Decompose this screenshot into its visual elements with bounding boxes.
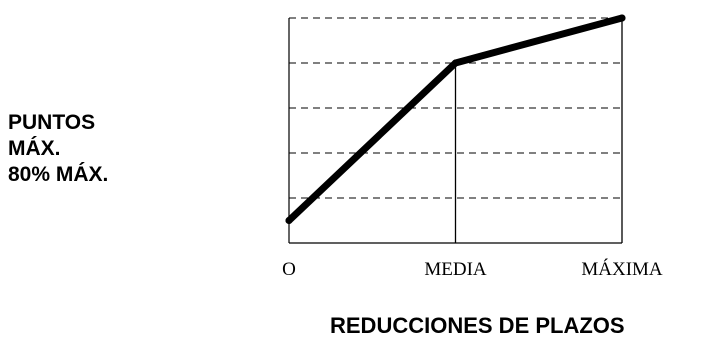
y-axis-label-line-2: MÁX. [8,137,61,160]
y-axis-label-line-3: 80% MÁX. [8,163,109,186]
x-tick-label: O [282,259,296,280]
y-axis-label: PUNTOS MÁX. 80% MÁX. [8,110,108,188]
grid-lines [289,17,622,199]
data-point [452,59,459,67]
x-tick-labels: O MEDIA MÁXIMA [282,258,663,280]
x-tick-label: MÁXIMA [581,258,663,280]
x-tick-label: MEDIA [424,259,487,280]
category-markers [454,18,623,243]
data-point [285,217,293,224]
x-axis-label: REDUCCIONES DE PLAZOS [330,313,625,338]
y-axis-label-line-1: PUNTOS [8,111,96,134]
data-point [618,14,626,22]
series-layer [285,14,626,224]
